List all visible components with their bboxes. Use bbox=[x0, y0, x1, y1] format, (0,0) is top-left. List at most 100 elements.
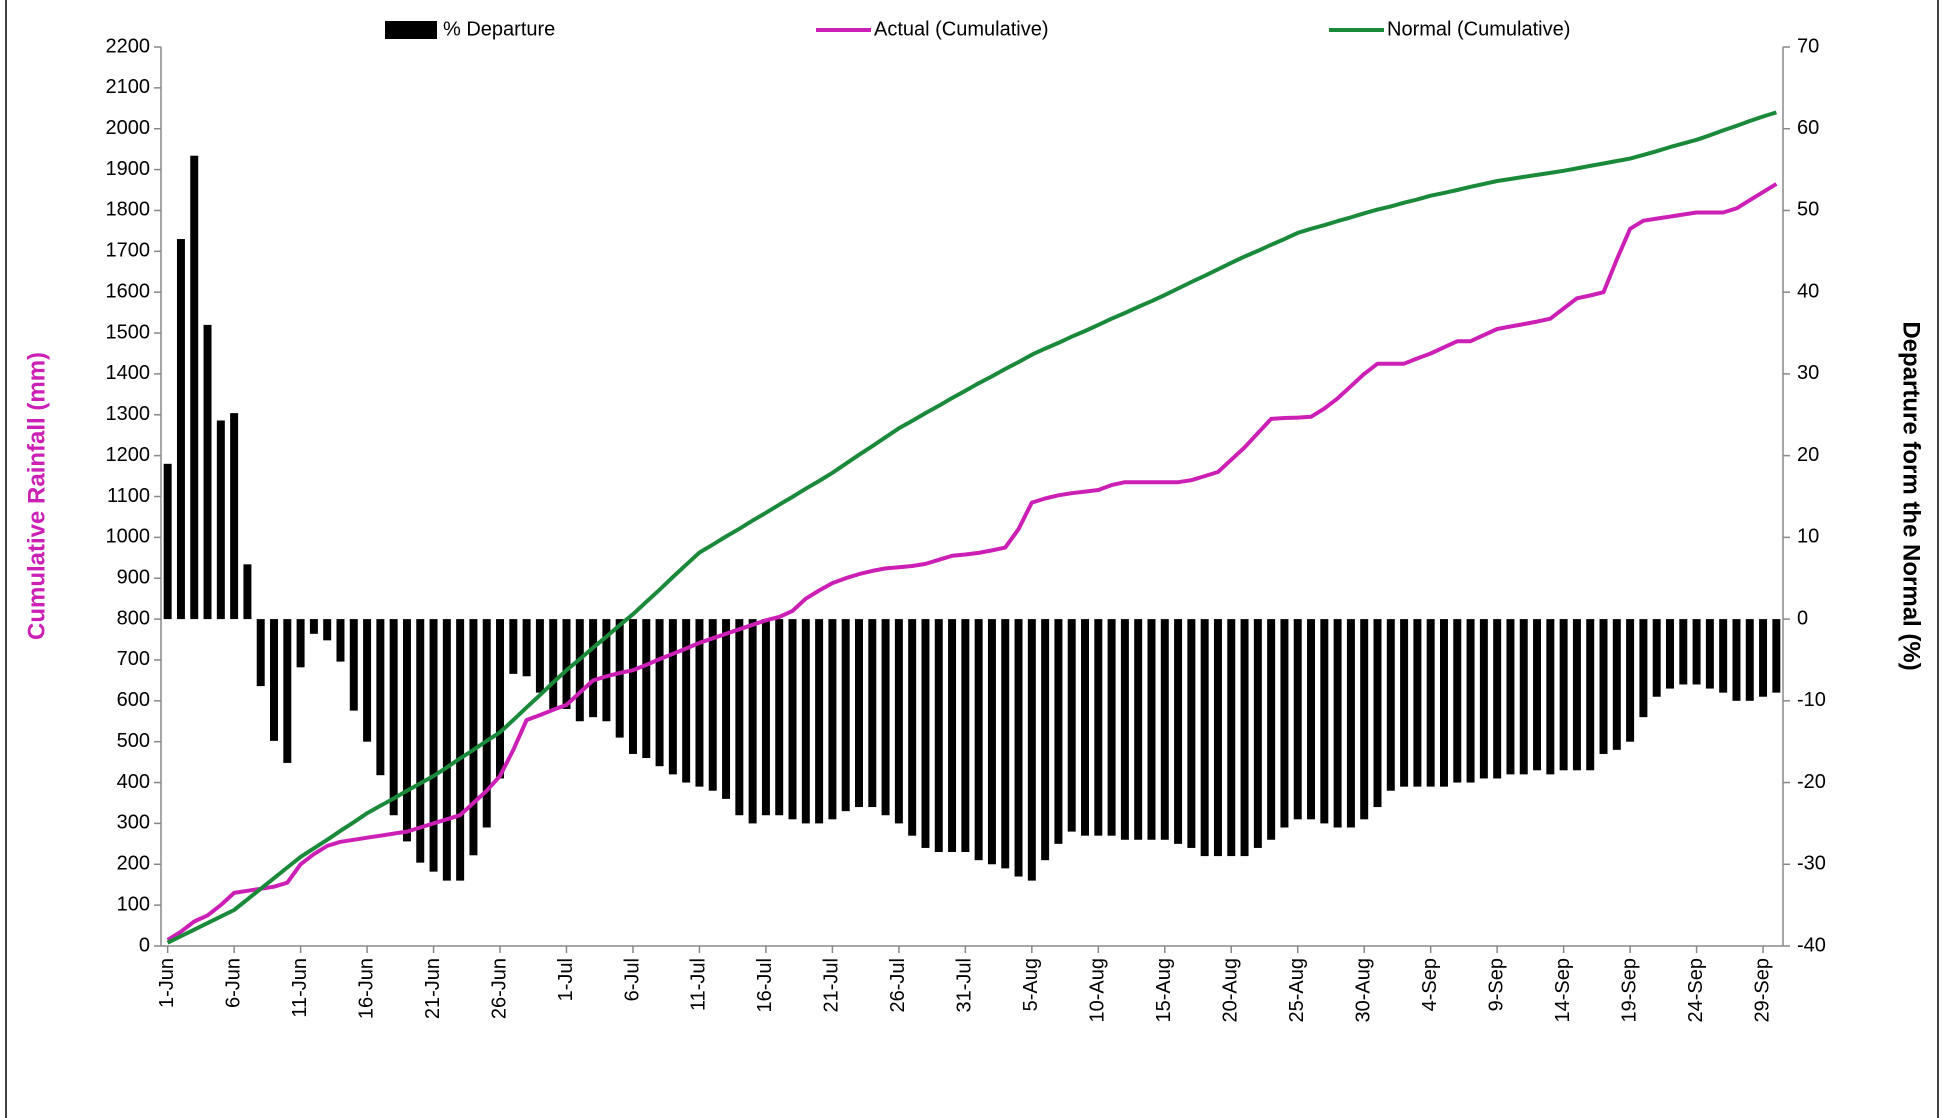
bar bbox=[363, 619, 372, 742]
y-tick-label: 700 bbox=[117, 648, 150, 670]
y-tick-label: 200 bbox=[117, 853, 150, 875]
bar bbox=[1400, 619, 1409, 787]
y2-tick-label: 30 bbox=[1797, 362, 1819, 384]
bar bbox=[1599, 619, 1608, 754]
bar bbox=[1174, 619, 1183, 844]
bar bbox=[482, 619, 491, 828]
x-tick-label: 10-Aug bbox=[1087, 958, 1109, 1023]
bar bbox=[469, 619, 478, 856]
y-tick-label: 1000 bbox=[106, 526, 151, 548]
bar bbox=[1041, 619, 1050, 861]
bar bbox=[841, 619, 850, 812]
bar bbox=[722, 619, 731, 799]
x-tick-label: 31-Jul bbox=[954, 958, 976, 1012]
bar bbox=[1001, 619, 1010, 869]
y-tick-label: 900 bbox=[117, 567, 150, 589]
y-tick-label: 2100 bbox=[106, 76, 151, 98]
bar bbox=[496, 619, 505, 779]
bar bbox=[283, 619, 292, 763]
bar bbox=[1692, 619, 1701, 685]
bar bbox=[1107, 619, 1116, 836]
bar bbox=[1134, 619, 1143, 840]
bar bbox=[216, 420, 225, 620]
y2-tick-label: 60 bbox=[1797, 117, 1819, 139]
legend-swatch bbox=[385, 21, 437, 39]
bar bbox=[1666, 619, 1674, 689]
legend-label: Actual (Cumulative) bbox=[874, 18, 1049, 40]
bar bbox=[376, 619, 385, 776]
x-tick-label: 24-Sep bbox=[1685, 958, 1707, 1023]
bar bbox=[1679, 619, 1688, 685]
y-tick-label: 0 bbox=[139, 934, 150, 956]
y2-tick-label: 10 bbox=[1797, 526, 1819, 548]
bar bbox=[1413, 619, 1422, 787]
y2-tick-label: -10 bbox=[1797, 689, 1826, 711]
bar bbox=[775, 619, 784, 816]
bar bbox=[1280, 619, 1289, 828]
bar bbox=[1626, 619, 1635, 742]
bar bbox=[735, 619, 744, 816]
y-tick-label: 1600 bbox=[106, 280, 151, 302]
x-tick-label: 15-Aug bbox=[1153, 958, 1175, 1023]
bar bbox=[456, 619, 465, 881]
bar bbox=[1772, 619, 1781, 693]
y-tick-label: 100 bbox=[117, 893, 150, 915]
y-tick-label: 1500 bbox=[106, 321, 151, 343]
bar bbox=[1612, 619, 1621, 750]
y-tick-label: 2200 bbox=[106, 35, 151, 57]
y2-tick-label: 0 bbox=[1797, 607, 1808, 629]
bar bbox=[402, 619, 411, 842]
y-axis-title: Cumulative Rainfall (mm) bbox=[23, 352, 50, 640]
x-tick-label: 6-Jun bbox=[222, 958, 244, 1008]
bar bbox=[934, 619, 943, 853]
bar bbox=[1572, 619, 1581, 771]
x-tick-label: 4-Sep bbox=[1419, 958, 1441, 1011]
y-tick-label: 1400 bbox=[106, 362, 151, 384]
y2-tick-label: -20 bbox=[1797, 771, 1826, 793]
bar bbox=[1759, 619, 1768, 697]
bar bbox=[1559, 619, 1568, 771]
x-tick-label: 20-Aug bbox=[1220, 958, 1242, 1023]
bar bbox=[828, 619, 837, 820]
bar bbox=[987, 619, 996, 865]
x-tick-label: 30-Aug bbox=[1352, 958, 1374, 1023]
bar bbox=[1320, 619, 1329, 824]
legend-label: % Departure bbox=[443, 18, 555, 40]
bar bbox=[908, 619, 917, 836]
bar bbox=[1439, 619, 1448, 787]
x-tick-label: 1-Jun bbox=[156, 958, 178, 1008]
bar bbox=[1373, 619, 1382, 808]
bar bbox=[256, 619, 265, 687]
bar bbox=[1360, 619, 1369, 820]
bar bbox=[389, 619, 398, 816]
bar bbox=[176, 239, 185, 620]
bar bbox=[748, 619, 757, 824]
bar bbox=[961, 619, 970, 853]
bar bbox=[948, 619, 957, 853]
y2-tick-label: 20 bbox=[1797, 444, 1819, 466]
bar bbox=[1187, 619, 1196, 848]
x-tick-label: 19-Sep bbox=[1618, 958, 1640, 1023]
y-tick-label: 500 bbox=[117, 730, 150, 752]
bar bbox=[323, 619, 332, 641]
y-tick-label: 1700 bbox=[106, 240, 151, 262]
y2-tick-label: 50 bbox=[1797, 199, 1819, 221]
x-tick-label: 25-Aug bbox=[1286, 958, 1308, 1023]
y2-tick-label: 70 bbox=[1797, 35, 1819, 57]
y-tick-label: 1900 bbox=[106, 158, 151, 180]
y2-tick-label: -40 bbox=[1797, 934, 1826, 956]
bar bbox=[442, 619, 451, 881]
x-tick-label: 21-Jul bbox=[821, 958, 843, 1012]
bar bbox=[230, 413, 239, 620]
y2-tick-label: -30 bbox=[1797, 853, 1826, 875]
x-tick-label: 6-Jul bbox=[621, 958, 643, 1001]
bar bbox=[243, 564, 252, 620]
bar bbox=[1493, 619, 1502, 779]
bar bbox=[1506, 619, 1515, 775]
bar bbox=[1014, 619, 1023, 877]
x-tick-label: 11-Jun bbox=[289, 958, 311, 1018]
bar bbox=[1240, 619, 1249, 857]
bar bbox=[1267, 619, 1276, 840]
bar bbox=[695, 619, 704, 787]
y-tick-label: 1200 bbox=[106, 444, 151, 466]
